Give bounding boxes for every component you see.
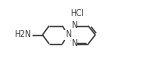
Text: HCl: HCl xyxy=(70,9,84,18)
Text: N: N xyxy=(71,21,77,30)
Text: H2N: H2N xyxy=(15,30,32,39)
Text: N: N xyxy=(65,30,71,39)
Text: N: N xyxy=(71,39,77,48)
